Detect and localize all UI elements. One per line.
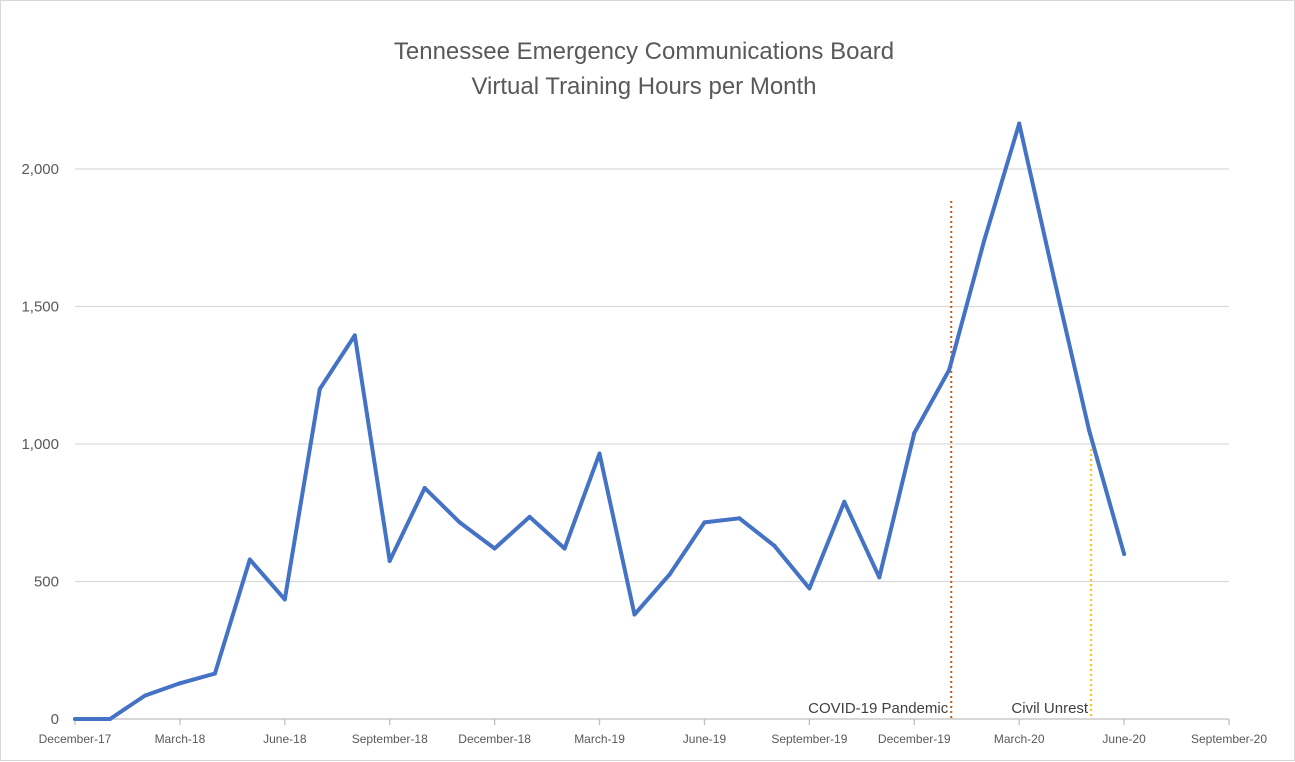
data-point <box>772 543 777 548</box>
data-point <box>1087 428 1092 433</box>
x-tick-label: March-18 <box>155 732 206 746</box>
data-point <box>527 514 532 519</box>
data-point <box>492 546 497 551</box>
y-tick-label: 1,500 <box>21 299 59 316</box>
data-point <box>807 586 812 591</box>
chart-title-line-1: Tennessee Emergency Communications Board <box>394 38 894 65</box>
data-point <box>1122 552 1127 556</box>
data-point <box>982 238 987 243</box>
x-tick-label: September-19 <box>771 732 847 746</box>
data-point <box>632 612 637 617</box>
data-point <box>1017 121 1022 126</box>
data-point <box>562 546 567 551</box>
gridlines <box>75 168 1229 583</box>
data-point <box>877 575 882 580</box>
data-point <box>73 717 77 721</box>
data-point <box>422 486 427 490</box>
y-tick-label: 1,000 <box>21 436 59 453</box>
data-point <box>597 451 602 456</box>
annotation-label: COVID-19 Pandemic <box>808 700 949 717</box>
data-point <box>282 597 287 602</box>
annotations: COVID-19 Pandemic Civil Unrest <box>808 201 1093 719</box>
data-point <box>1052 277 1057 281</box>
data-point <box>457 520 462 525</box>
x-tick-label: March-19 <box>574 732 625 746</box>
y-tick-label: 2,000 <box>21 161 59 178</box>
series-line <box>73 121 1127 721</box>
series-layer <box>73 121 1127 721</box>
x-tick-label: December-18 <box>458 732 531 746</box>
data-point <box>667 572 672 577</box>
data-point <box>947 367 952 372</box>
x-tick-label: September-18 <box>352 732 428 746</box>
data-point <box>142 693 147 698</box>
chart-title-line-2: Virtual Training Hours per Month <box>471 73 816 100</box>
annotation-label: Civil Unrest <box>1011 700 1089 717</box>
data-point <box>212 671 217 676</box>
data-point <box>842 499 847 504</box>
data-point <box>247 557 252 562</box>
data-point <box>912 431 917 435</box>
data-point <box>737 516 742 521</box>
data-point <box>108 717 112 721</box>
data-point <box>352 333 357 338</box>
x-tick-label: September-20 <box>1191 732 1267 746</box>
data-point <box>177 681 182 686</box>
data-point <box>317 387 322 391</box>
y-tick-label: 0 <box>51 711 59 728</box>
data-point <box>387 558 392 563</box>
axes: 0 500 1,000 1,500 2,000 December-17 March-18 Ju… <box>21 161 1267 746</box>
x-tick-label: June-20 <box>1102 732 1146 746</box>
x-tick-label: June-18 <box>263 732 307 746</box>
y-tick-label: 500 <box>34 574 59 591</box>
x-tick-label: March-20 <box>994 732 1045 746</box>
x-tick-label: December-19 <box>878 732 951 746</box>
x-tick-label: December-17 <box>39 732 112 746</box>
data-point <box>702 520 707 525</box>
x-tick-label: June-19 <box>683 732 727 746</box>
